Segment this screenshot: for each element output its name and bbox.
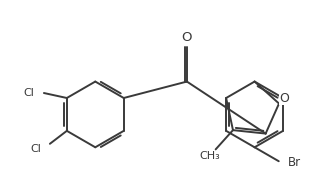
Text: Cl: Cl xyxy=(30,144,41,154)
Text: CH₃: CH₃ xyxy=(199,151,220,161)
Text: O: O xyxy=(182,31,192,44)
Text: Cl: Cl xyxy=(23,88,34,98)
Text: Br: Br xyxy=(288,156,301,169)
Text: O: O xyxy=(279,92,289,105)
